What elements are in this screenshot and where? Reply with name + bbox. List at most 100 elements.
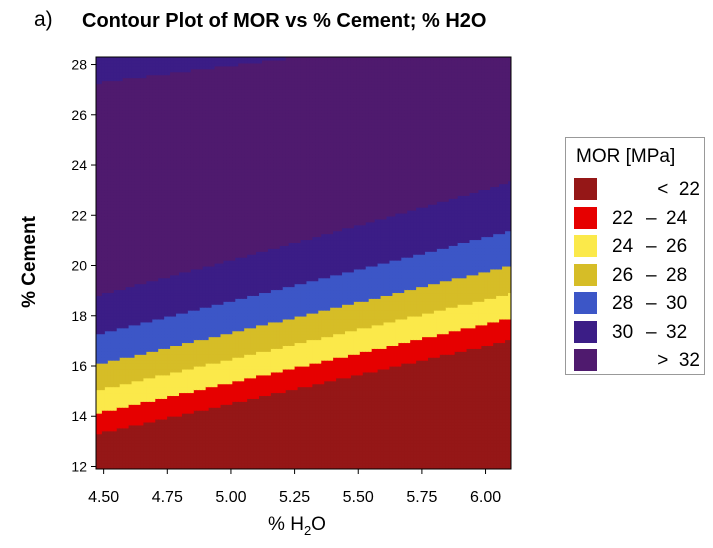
contour-cell bbox=[167, 451, 171, 455]
contour-cell bbox=[184, 171, 189, 176]
contour-cell bbox=[193, 333, 198, 338]
contour-cell bbox=[119, 292, 124, 296]
contour-cell bbox=[128, 395, 133, 399]
contour-cell bbox=[110, 183, 115, 188]
contour-cell bbox=[164, 177, 168, 182]
contour-cell bbox=[96, 433, 100, 438]
contour-cell bbox=[170, 395, 174, 399]
contour-cell bbox=[110, 318, 115, 323]
contour-cell bbox=[122, 277, 127, 282]
contour-cell bbox=[161, 374, 165, 379]
contour-cell bbox=[161, 327, 165, 332]
contour-cell bbox=[164, 354, 168, 358]
contour-cell bbox=[116, 433, 121, 438]
contour-cell bbox=[196, 442, 201, 447]
contour-cell bbox=[152, 192, 156, 196]
contour-cell bbox=[119, 304, 124, 308]
contour-cell bbox=[193, 130, 198, 135]
contour-cell bbox=[164, 348, 168, 352]
contour-cell bbox=[137, 112, 142, 117]
contour-cell bbox=[161, 292, 165, 296]
contour-cell bbox=[193, 148, 198, 152]
contour-cell bbox=[184, 177, 189, 182]
contour-cell bbox=[101, 192, 106, 196]
contour-cell bbox=[155, 104, 159, 108]
contour-cell bbox=[101, 377, 106, 382]
contour-cell bbox=[158, 304, 162, 308]
contour-cell bbox=[140, 65, 145, 70]
contour-cell bbox=[190, 210, 195, 214]
contour-cell bbox=[155, 289, 159, 294]
contour-cell bbox=[101, 439, 106, 444]
contour-cell bbox=[176, 395, 180, 399]
contour-cell bbox=[116, 454, 121, 458]
contour-cell bbox=[122, 439, 127, 444]
contour-cell bbox=[122, 189, 127, 193]
contour-cell bbox=[179, 283, 183, 288]
contour-cell bbox=[196, 68, 201, 73]
contour-cell bbox=[140, 118, 145, 123]
contour-cell bbox=[140, 92, 145, 96]
contour-cell bbox=[190, 109, 195, 114]
contour-cell bbox=[101, 307, 106, 311]
contour-cell bbox=[110, 307, 115, 311]
contour-cell bbox=[122, 304, 127, 308]
contour-cell bbox=[199, 354, 204, 358]
contour-cell bbox=[161, 321, 165, 326]
contour-cell bbox=[143, 418, 147, 423]
contour-cell bbox=[193, 221, 198, 226]
contour-cell bbox=[187, 218, 192, 223]
contour-cell bbox=[131, 327, 136, 332]
contour-cell bbox=[107, 327, 112, 332]
contour-cell bbox=[164, 145, 168, 149]
contour-cell bbox=[181, 380, 186, 385]
contour-cell bbox=[122, 386, 127, 391]
contour-cell bbox=[110, 398, 115, 402]
contour-cell bbox=[137, 427, 142, 432]
contour-cell bbox=[196, 307, 201, 311]
contour-cell bbox=[170, 357, 174, 361]
contour-cell bbox=[104, 204, 109, 208]
contour-cell bbox=[143, 104, 147, 108]
contour-cell bbox=[199, 395, 204, 399]
contour-cell bbox=[101, 160, 106, 164]
contour-cell bbox=[113, 154, 118, 158]
contour-cell bbox=[134, 330, 139, 335]
contour-cell bbox=[149, 136, 153, 140]
contour-cell bbox=[128, 307, 133, 311]
contour-cell bbox=[190, 418, 195, 423]
contour-cell bbox=[173, 371, 177, 376]
contour-cell bbox=[176, 198, 180, 202]
contour-cell bbox=[131, 239, 136, 243]
contour-cell bbox=[110, 342, 115, 346]
contour-cell bbox=[179, 168, 183, 173]
contour-cell bbox=[181, 342, 186, 346]
contour-cell bbox=[176, 321, 180, 326]
contour-cell bbox=[161, 398, 165, 402]
contour-cell bbox=[119, 427, 124, 432]
contour-cell bbox=[184, 454, 189, 458]
contour-cell bbox=[187, 160, 192, 164]
contour-cell bbox=[179, 83, 183, 88]
contour-cell bbox=[196, 177, 201, 182]
contour-cell bbox=[125, 148, 130, 152]
contour-cell bbox=[149, 454, 153, 458]
contour-cell bbox=[193, 142, 198, 146]
contour-cell bbox=[125, 68, 130, 73]
contour-cell bbox=[131, 207, 136, 211]
contour-cell bbox=[161, 98, 165, 102]
contour-cell bbox=[134, 154, 139, 158]
contour-cell bbox=[193, 180, 198, 185]
contour-cell bbox=[176, 342, 180, 346]
contour-cell bbox=[134, 227, 139, 232]
contour-cell bbox=[170, 201, 174, 205]
contour-cell bbox=[128, 121, 133, 126]
contour-cell bbox=[184, 327, 189, 332]
contour-cell bbox=[137, 430, 142, 435]
contour-cell bbox=[96, 92, 100, 96]
contour-cell bbox=[98, 268, 103, 273]
contour-cell bbox=[158, 404, 162, 408]
contour-cell bbox=[119, 354, 124, 358]
contour-cell bbox=[161, 251, 165, 255]
contour-cell bbox=[140, 77, 145, 82]
